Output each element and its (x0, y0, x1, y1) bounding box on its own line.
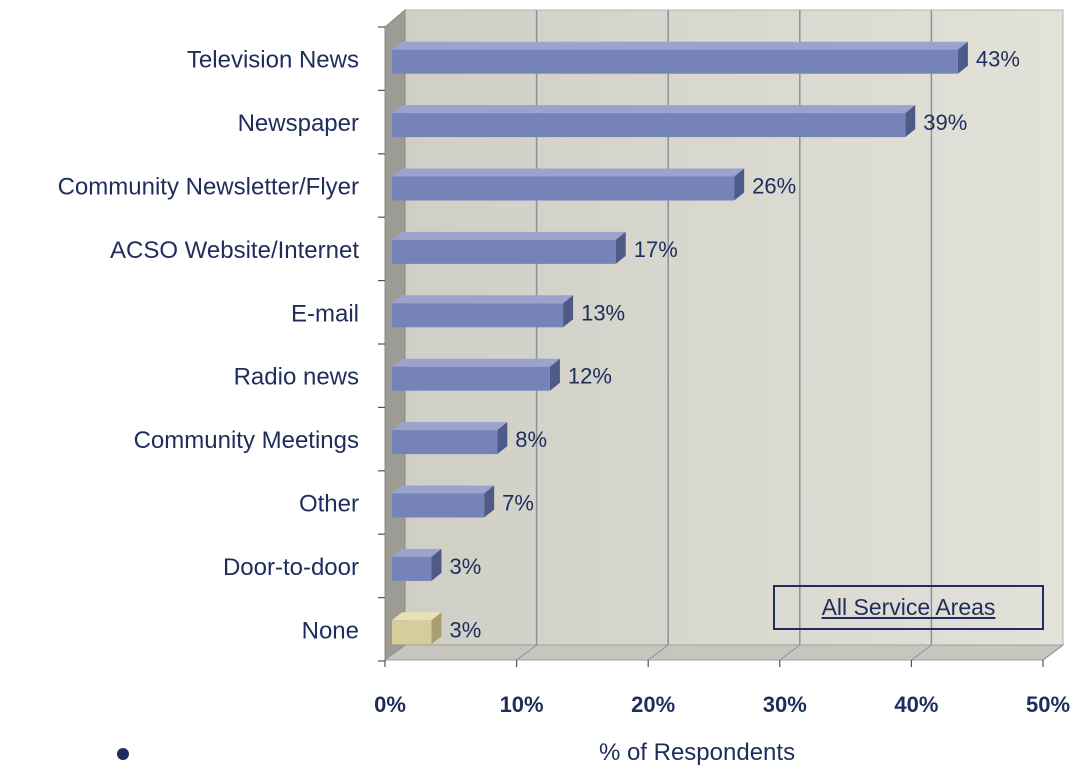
category-label: Other (299, 491, 359, 518)
category-label: Newspaper (238, 110, 359, 137)
category-label: Community Newsletter/Flyer (58, 174, 359, 201)
data-label: 12% (568, 364, 612, 389)
bar-end-face (563, 295, 574, 328)
bar (392, 168, 745, 201)
bar-front-face (392, 176, 735, 201)
floor-gridline (516, 644, 537, 661)
bar-end-face (497, 422, 508, 455)
category-label: E-mail (291, 300, 359, 327)
bar (392, 485, 495, 518)
data-label: 39% (923, 110, 967, 135)
bar-top-face (392, 41, 968, 50)
x-tick-label: 50% (1026, 692, 1070, 717)
bar (392, 295, 574, 328)
category-label: Television News (187, 47, 359, 74)
x-axis-ticks: 0% 10% 20% 30% 40% 50% (374, 26, 1070, 717)
category-label: Community Meetings (134, 427, 359, 454)
bar-end-face (431, 548, 442, 581)
floor-gridline (911, 644, 932, 661)
bar-top-face (392, 295, 574, 304)
bar (392, 548, 442, 581)
bar-end-face (431, 612, 442, 645)
x-tick-label: 0% (374, 692, 406, 717)
x-tick-label: 10% (500, 692, 544, 717)
data-label: 26% (752, 174, 796, 199)
bar-front-face (392, 303, 564, 328)
data-label: 8% (515, 427, 547, 452)
bar-end-face (957, 41, 968, 74)
bar-front-face (392, 493, 485, 518)
bars (392, 41, 968, 645)
bar-end-face (484, 485, 495, 518)
floor-gridline (1042, 644, 1064, 661)
bar-front-face (392, 556, 432, 581)
data-label: 17% (634, 237, 678, 262)
plot-floor (383, 644, 1065, 661)
bar-end-face (734, 168, 745, 201)
category-labels: Television News Newspaper Community Newsle… (58, 47, 360, 645)
bar-end-face (549, 358, 560, 391)
bar-top-face (392, 422, 508, 431)
category-label: Door-to-door (223, 554, 359, 581)
data-label: 13% (581, 300, 625, 325)
bar (392, 105, 916, 138)
bar (392, 358, 560, 391)
bar-top-face (392, 612, 442, 621)
bar-front-face (392, 430, 498, 455)
floor-gridline (384, 644, 406, 661)
bar-top-face (392, 485, 495, 494)
x-tick-label: 30% (763, 692, 807, 717)
bar (392, 41, 968, 74)
bar-top-face (392, 105, 916, 114)
category-label: None (302, 617, 359, 644)
data-label: 7% (502, 491, 534, 516)
bar (392, 612, 442, 645)
bar-front-face (392, 239, 616, 264)
bar-top-face (392, 358, 560, 367)
bar (392, 231, 626, 264)
annotation-text[interactable]: All Service Areas (821, 594, 996, 620)
category-label: Radio news (234, 364, 359, 391)
x-axis-title: % of Respondents (599, 739, 795, 766)
x-tick-label: 20% (631, 692, 675, 717)
bar-top-face (392, 548, 442, 557)
bar-end-face (615, 231, 626, 264)
bar (392, 422, 508, 455)
bar-front-face (392, 366, 550, 391)
bullet-dot (117, 748, 129, 760)
floor-gridline (779, 644, 801, 661)
bar-front-face (392, 620, 432, 645)
bar-top-face (392, 168, 745, 177)
x-tick-label: 40% (894, 692, 938, 717)
category-label: ACSO Website/Internet (110, 237, 359, 264)
data-label: 3% (449, 554, 481, 579)
floor-gridline (647, 644, 669, 661)
bar-top-face (392, 231, 626, 240)
bar-front-face (392, 49, 958, 74)
bar-front-face (392, 113, 906, 138)
annotation-box: All Service Areas (773, 585, 1044, 630)
bar-end-face (905, 105, 916, 138)
data-labels: 43% 39% 26% 17% 13% 12% 8% 7% 3% 3% (449, 47, 1019, 643)
data-label: 3% (449, 617, 481, 642)
data-label: 43% (976, 47, 1020, 72)
